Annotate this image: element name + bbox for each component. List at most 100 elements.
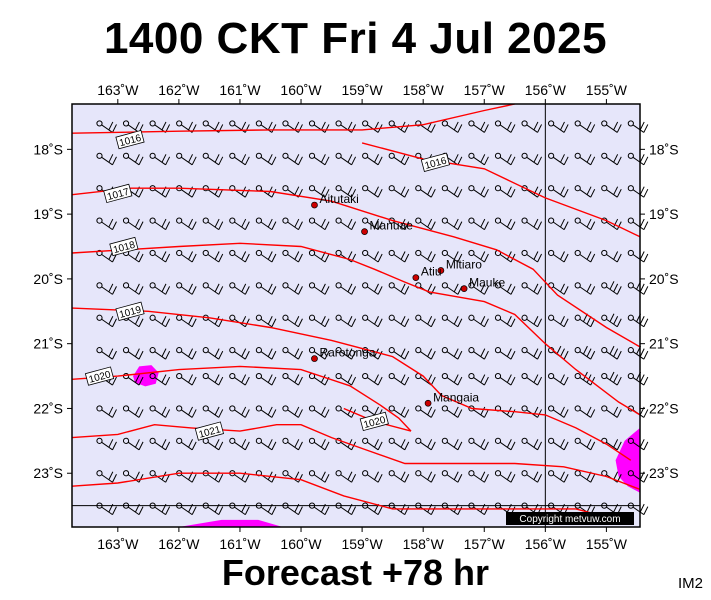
station-circle	[468, 249, 475, 257]
barb-shaft	[499, 377, 512, 386]
guide-lines	[72, 104, 640, 527]
barb-feather	[404, 474, 410, 483]
barb-feather	[271, 409, 277, 418]
barb-feather	[586, 218, 592, 228]
barb-shaft	[446, 254, 459, 263]
barb-feather	[616, 253, 622, 263]
wind-barb	[96, 152, 117, 166]
barb-feather	[294, 186, 300, 195]
barb-feather	[377, 474, 383, 483]
barb-shaft	[579, 474, 591, 483]
wind-barb	[627, 217, 649, 231]
wind-barb	[388, 470, 410, 483]
station-circle	[308, 185, 316, 192]
station-circle	[149, 502, 156, 509]
station-circle	[441, 314, 448, 321]
barb-feather	[427, 471, 433, 480]
barb-feather	[480, 439, 486, 448]
barb-shaft	[367, 318, 379, 328]
barb-shaft	[127, 409, 140, 418]
wind-barb	[468, 185, 489, 198]
station-circle	[202, 282, 209, 289]
wind-barb	[229, 437, 250, 451]
station-circle	[149, 437, 156, 444]
barb-feather	[165, 350, 171, 360]
barb-shaft	[420, 189, 432, 198]
barb-feather	[271, 253, 277, 263]
barb-shaft	[393, 254, 406, 263]
station-circle	[548, 470, 555, 477]
isobar-label-box	[194, 421, 224, 441]
barb-feather	[563, 253, 569, 263]
barb-feather	[590, 409, 596, 418]
barb-feather	[400, 154, 406, 163]
station-circle	[308, 152, 316, 159]
station-circle	[176, 437, 183, 444]
wind-barb	[335, 152, 357, 166]
barb-shaft	[101, 474, 113, 483]
station-circle	[96, 120, 103, 127]
station-circle	[548, 217, 555, 224]
station-circle	[122, 470, 130, 477]
station-circle	[149, 347, 156, 354]
station-circle	[149, 372, 156, 380]
barb-feather	[556, 345, 562, 355]
barb-feather	[457, 156, 463, 166]
barb-feather	[324, 350, 330, 360]
barb-shaft	[101, 221, 113, 231]
wind-barb	[468, 249, 489, 263]
wind-barb	[548, 437, 569, 451]
wind-barb	[122, 405, 144, 418]
barb-feather	[112, 286, 117, 295]
station-circle	[548, 372, 555, 380]
barb-shaft	[287, 156, 299, 166]
barb-feather	[537, 221, 543, 230]
barb-feather	[267, 121, 273, 131]
station-circle	[176, 372, 183, 380]
wind-barb	[521, 249, 543, 263]
barb-shaft	[526, 254, 538, 263]
wind-barb	[255, 249, 277, 263]
barb-feather	[560, 406, 565, 416]
barb-feather	[533, 251, 539, 260]
station-circle	[468, 120, 475, 127]
wind-barb	[149, 502, 171, 516]
wind-barb	[229, 152, 250, 166]
station-circle	[202, 120, 209, 127]
barb-shaft	[446, 318, 459, 328]
barb-feather	[639, 439, 645, 448]
station-circle	[601, 502, 608, 509]
station-circle	[601, 120, 608, 127]
barb-feather	[165, 156, 171, 166]
barb-shaft	[313, 441, 326, 451]
wind-barb	[521, 217, 543, 231]
barb-feather	[351, 286, 357, 295]
barb-shaft	[207, 441, 220, 451]
barb-feather	[271, 286, 277, 295]
barb-feather	[590, 376, 596, 386]
barb-feather	[506, 218, 512, 228]
wind-barb	[362, 470, 383, 483]
barb-feather	[453, 374, 459, 383]
wind-barb	[521, 372, 543, 386]
station-circle	[574, 502, 581, 509]
station-circle	[601, 152, 608, 159]
station-circle	[96, 217, 103, 224]
barb-shaft	[579, 286, 591, 295]
barb-shaft	[127, 351, 140, 360]
barb-feather	[165, 441, 171, 451]
barb-feather	[244, 409, 250, 418]
barb-feather	[374, 439, 379, 448]
wind-barb	[122, 470, 144, 483]
barb-feather	[430, 376, 436, 386]
barb-shaft	[207, 156, 220, 166]
wind-barb	[202, 152, 224, 166]
barb-shaft	[234, 124, 246, 133]
wind-barb	[415, 314, 436, 328]
barb-feather	[453, 283, 459, 293]
barb-feather	[609, 371, 615, 381]
wind-barb	[574, 437, 596, 451]
barb-feather	[191, 350, 197, 360]
barb-shaft	[367, 156, 379, 166]
